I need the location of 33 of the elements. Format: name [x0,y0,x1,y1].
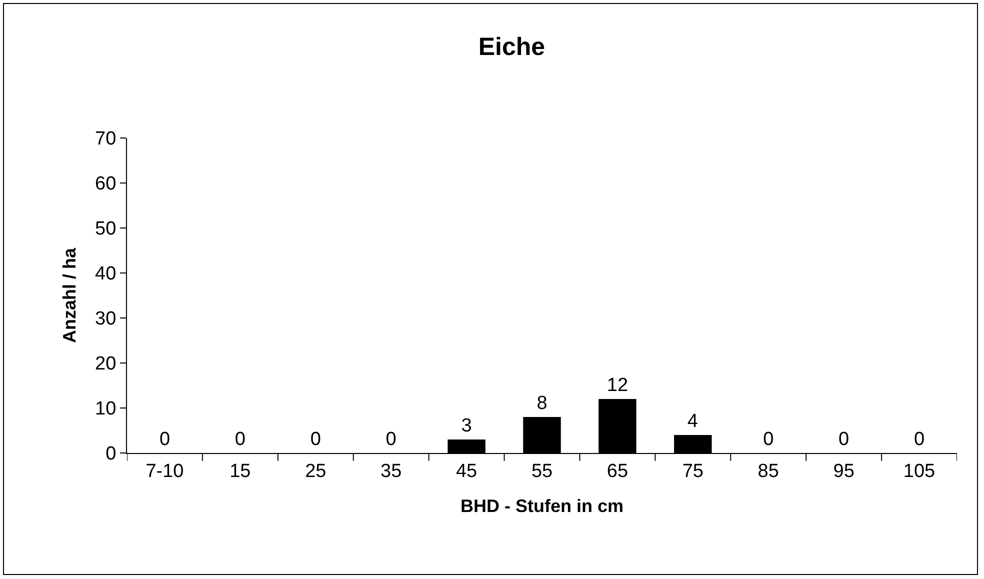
x-axis-title: BHD - Stufen in cm [460,496,624,516]
data-label: 3 [461,416,472,436]
x-tick-label: 15 [230,460,251,482]
y-tick-label: 0 [106,444,116,465]
x-tick-label: 7-10 [146,460,184,482]
data-label: 0 [159,429,170,450]
chart-title: Eiche [478,33,546,62]
data-label: 0 [914,429,925,450]
y-tick-label: 10 [95,398,116,420]
y-tick-label: 70 [95,128,116,150]
x-tick-label: 35 [380,460,402,482]
x-tick-label: 25 [305,460,326,482]
data-label: 0 [310,429,321,450]
data-label: 0 [763,429,774,450]
x-tick-label: 55 [531,460,553,482]
y-tick-label: 40 [95,264,116,285]
data-label: 12 [606,375,628,396]
data-label: 4 [687,411,698,432]
x-tick-label: 45 [456,460,478,482]
y-tick-label: 60 [95,174,116,195]
x-tick-label: 105 [903,460,936,482]
x-tick-label: 85 [758,460,779,482]
y-tick-label: 50 [95,218,116,240]
x-tick-label: 95 [833,460,854,482]
data-label: 0 [234,429,246,450]
data-label: 8 [536,393,548,414]
y-tick-label: 30 [95,308,116,330]
data-label: 0 [838,429,850,450]
x-tick-label: 65 [606,460,628,482]
x-tick-label: 75 [682,460,704,482]
y-axis-title: Anzahl / ha [59,247,80,344]
data-label: 0 [386,429,396,450]
y-tick-label: 20 [95,354,116,375]
